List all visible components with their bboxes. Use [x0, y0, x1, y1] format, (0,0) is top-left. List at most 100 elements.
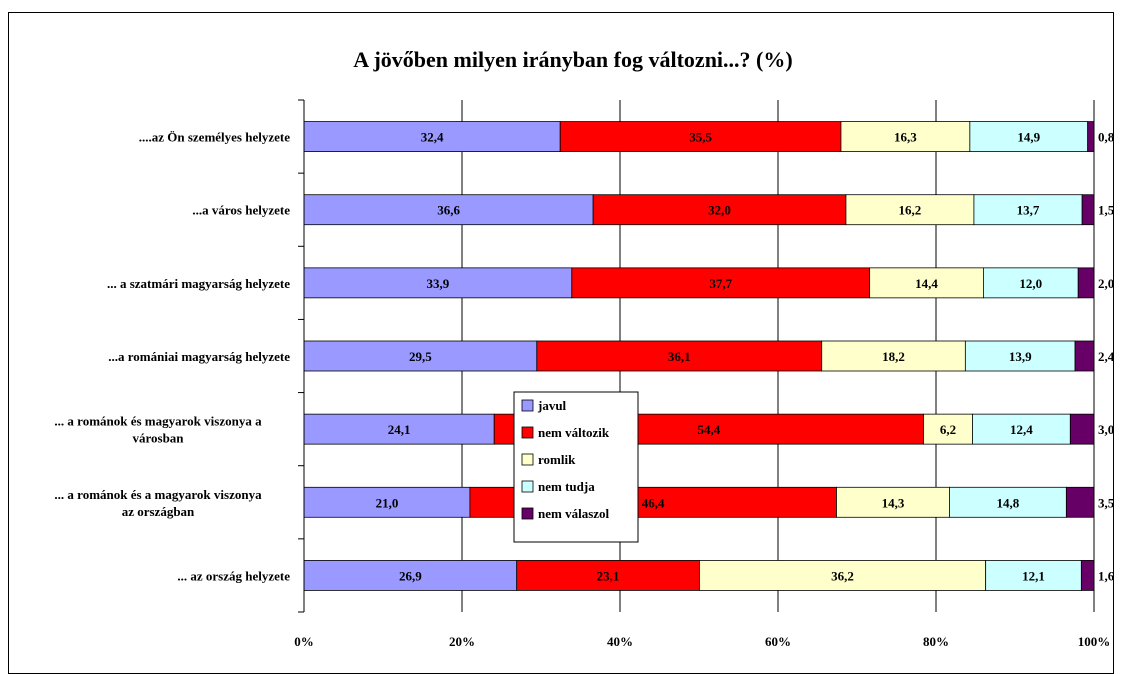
bar-1-romlik	[840, 121, 971, 152]
data-label: 0,8	[1098, 130, 1115, 145]
data-label: 36,1	[668, 349, 691, 364]
bar-1-nem-tudja	[969, 121, 1089, 152]
bar-4-nem-válaszol	[1074, 340, 1095, 372]
data-label: 14,8	[997, 495, 1020, 510]
bar-7-romlik	[698, 560, 987, 591]
legend-entry: nem válaszol	[538, 506, 610, 521]
data-label: 36,6	[437, 203, 460, 218]
bar-3-javul	[303, 267, 573, 299]
bars: 32,4 35,5 16,3 14,9 0,8 36,6 32,0 16,2 13,7 1,5 33…	[303, 121, 1115, 591]
x-tick-labels: 0% 20% 40% 60% 80% 100%	[294, 634, 1110, 649]
bar-3-nem-válaszol	[1077, 267, 1095, 299]
bar-4-javul	[303, 340, 538, 372]
category-label: ... a szatmári magyarság helyzete	[107, 276, 290, 291]
bar-5-nem-válaszol	[1069, 413, 1095, 445]
category-label-line: ...a romániai magyarság helyzete	[108, 349, 290, 364]
bar-7-nem-változik	[516, 560, 700, 591]
legend-entry: romlik	[538, 452, 576, 467]
stacked-bar-chart: A jövőben milyen irányban fog változni..…	[54, 47, 1115, 649]
category-label-line: ...a város helyzete	[192, 203, 290, 218]
bar-3-nem-tudja	[983, 267, 1079, 299]
data-label: 12,4	[1010, 422, 1033, 437]
bar-5-nem-tudja	[972, 413, 1071, 445]
data-label: 18,2	[882, 349, 905, 364]
legend-swatch-nem-változik	[521, 426, 534, 439]
data-label: 13,7	[1017, 203, 1040, 218]
x-tick-label: 40%	[607, 634, 633, 649]
bar-7-nem-tudja	[985, 560, 1082, 591]
data-label: 32,0	[708, 203, 731, 218]
bar-3-romlik	[869, 267, 984, 299]
bar-6-romlik	[836, 486, 950, 518]
bar-6-nem-válaszol	[1065, 486, 1095, 518]
category-label-line: városban	[132, 431, 184, 446]
x-tick-label: 100%	[1078, 634, 1111, 649]
legend-entry: nem változik	[538, 425, 610, 440]
data-label: 21,0	[376, 495, 399, 510]
legend-entry: javul	[537, 398, 567, 413]
legend-swatch-nem-tudja	[521, 480, 534, 493]
bar-2-nem-tudja	[973, 194, 1083, 226]
legend-swatch-romlik	[521, 453, 534, 466]
bar-6-javul	[303, 486, 471, 518]
data-label: 54,4	[697, 422, 720, 437]
data-label: 6,2	[940, 422, 956, 437]
bar-3-nem-változik	[571, 267, 871, 299]
legend: javul nem változik romlik nem tudja nem vála…	[513, 391, 639, 543]
bar-1-javul	[303, 121, 561, 152]
data-label: 35,5	[689, 130, 712, 145]
category-label-line: ... a szatmári magyarság helyzete	[107, 276, 290, 291]
bar-7-nem-válaszol	[1080, 560, 1095, 591]
data-label: 26,9	[399, 568, 422, 583]
bar-5-javul	[303, 413, 495, 445]
chart-title: A jövőben milyen irányban fog változni..…	[353, 47, 792, 72]
legend-entry: nem tudja	[538, 479, 595, 494]
legend-swatch-javul	[521, 399, 534, 412]
data-label: 14,9	[1017, 130, 1040, 145]
category-label: ... a románok és magyarok viszonya a váro…	[54, 414, 262, 446]
bar-7-javul	[303, 560, 518, 591]
data-label: 29,5	[409, 349, 432, 364]
data-label: 12,1	[1022, 568, 1045, 583]
category-label: ....az Ön személyes helyzete	[139, 130, 290, 145]
category-label: ... az ország helyzete	[177, 568, 290, 583]
category-label-line: ....az Ön személyes helyzete	[139, 130, 290, 145]
data-label: 3,0	[1098, 422, 1114, 437]
category-labels: ....az Ön személyes helyzete ...a város h…	[54, 130, 290, 584]
legend-swatch-nem-válaszol	[521, 507, 534, 520]
data-label: 37,7	[709, 276, 732, 291]
bar-2-nem-válaszol	[1081, 194, 1095, 226]
data-label: 36,2	[831, 568, 854, 583]
data-label: 3,5	[1098, 495, 1115, 510]
data-label: 1,6	[1098, 568, 1115, 583]
data-label: 13,9	[1009, 349, 1032, 364]
data-label: 14,3	[882, 495, 905, 510]
data-label: 2,0	[1098, 276, 1114, 291]
category-label-line: ... az ország helyzete	[177, 568, 290, 583]
category-label-line: ... a románok és magyarok viszonya a	[54, 414, 262, 429]
category-label: ...a város helyzete	[192, 203, 290, 218]
data-label: 32,4	[421, 130, 444, 145]
data-label: 46,4	[642, 495, 665, 510]
category-label-line: az országban	[122, 504, 195, 519]
x-tick-label: 80%	[923, 634, 949, 649]
category-label: ... a románok és a magyarok viszonya az o…	[54, 487, 262, 519]
bar-5-romlik	[923, 413, 973, 445]
bar-1-nem-válaszol	[1087, 121, 1095, 152]
category-label-line: ... a románok és a magyarok viszonya	[54, 487, 262, 502]
data-label: 2,4	[1098, 349, 1115, 364]
data-label: 16,3	[894, 130, 917, 145]
data-label: 24,1	[388, 422, 411, 437]
data-label: 16,2	[899, 203, 922, 218]
axes	[298, 99, 1095, 613]
x-tick-label: 60%	[765, 634, 791, 649]
data-label: 33,9	[427, 276, 450, 291]
legend-box	[513, 391, 639, 543]
bar-1-nem-változik	[559, 121, 842, 152]
x-tick-label: 20%	[449, 634, 475, 649]
data-label: 12,0	[1019, 276, 1042, 291]
data-label: 23,1	[597, 568, 620, 583]
data-label: 1,5	[1098, 203, 1115, 218]
data-label: 14,4	[915, 276, 938, 291]
bar-6-nem-tudja	[949, 486, 1067, 518]
